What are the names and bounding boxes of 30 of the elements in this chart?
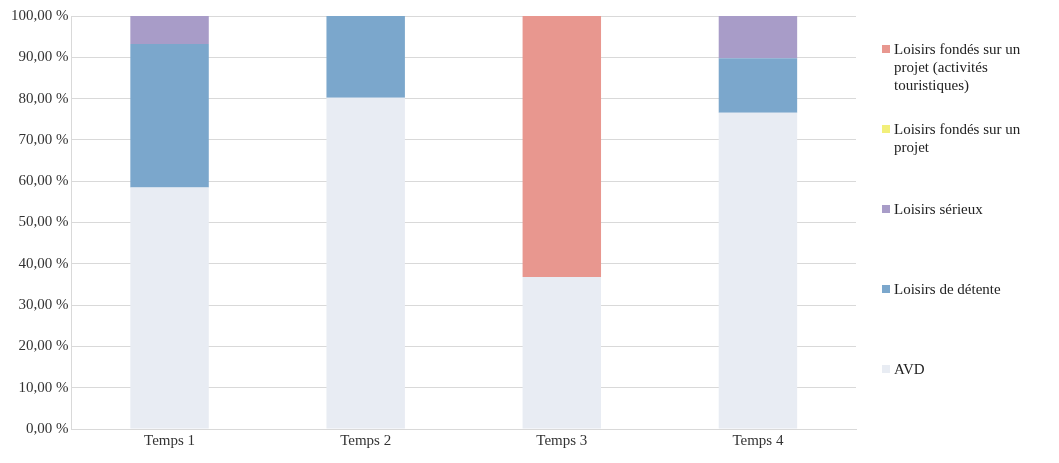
y-tick-label: 70,00 %	[18, 130, 69, 147]
bar	[130, 44, 209, 188]
legend-label: Loisirs fondés sur un projet	[894, 121, 1021, 155]
bar	[718, 58, 798, 113]
y-tick-label: 80,00 %	[18, 89, 69, 106]
legend-label: Loisirs fondés sur un projet (activités touristiques)	[894, 41, 1021, 93]
bar	[130, 16, 209, 45]
y-tick-label: 50,00 %	[18, 213, 69, 230]
y-tick-label: 60,00 %	[18, 172, 69, 189]
y-tick-label: 10,00 %	[18, 378, 69, 395]
bar	[718, 112, 798, 429]
legend-label: AVD	[894, 361, 925, 377]
bar	[326, 16, 405, 98]
bar	[522, 16, 602, 278]
legend-label: Loisirs de détente	[894, 281, 1001, 297]
y-tick-label: 90,00 %	[18, 48, 69, 65]
y-tick-label: 0,00 %	[26, 419, 69, 436]
bar	[522, 277, 602, 429]
legend-label: Loisirs sérieux	[894, 201, 983, 217]
y-tick-label: 20,00 %	[18, 337, 69, 354]
bar	[326, 97, 405, 429]
y-tick-label: 100,00 %	[11, 6, 69, 23]
y-tick-label: 30,00 %	[18, 296, 69, 313]
x-tick-label: Temps 4	[732, 431, 784, 448]
y-tick-label: 40,00 %	[18, 254, 69, 271]
x-tick-label: Temps 3	[536, 431, 588, 448]
x-tick-label: Temps 1	[144, 431, 196, 448]
x-tick-label: Temps 2	[340, 431, 392, 448]
bar	[718, 16, 798, 59]
bar	[130, 187, 209, 429]
